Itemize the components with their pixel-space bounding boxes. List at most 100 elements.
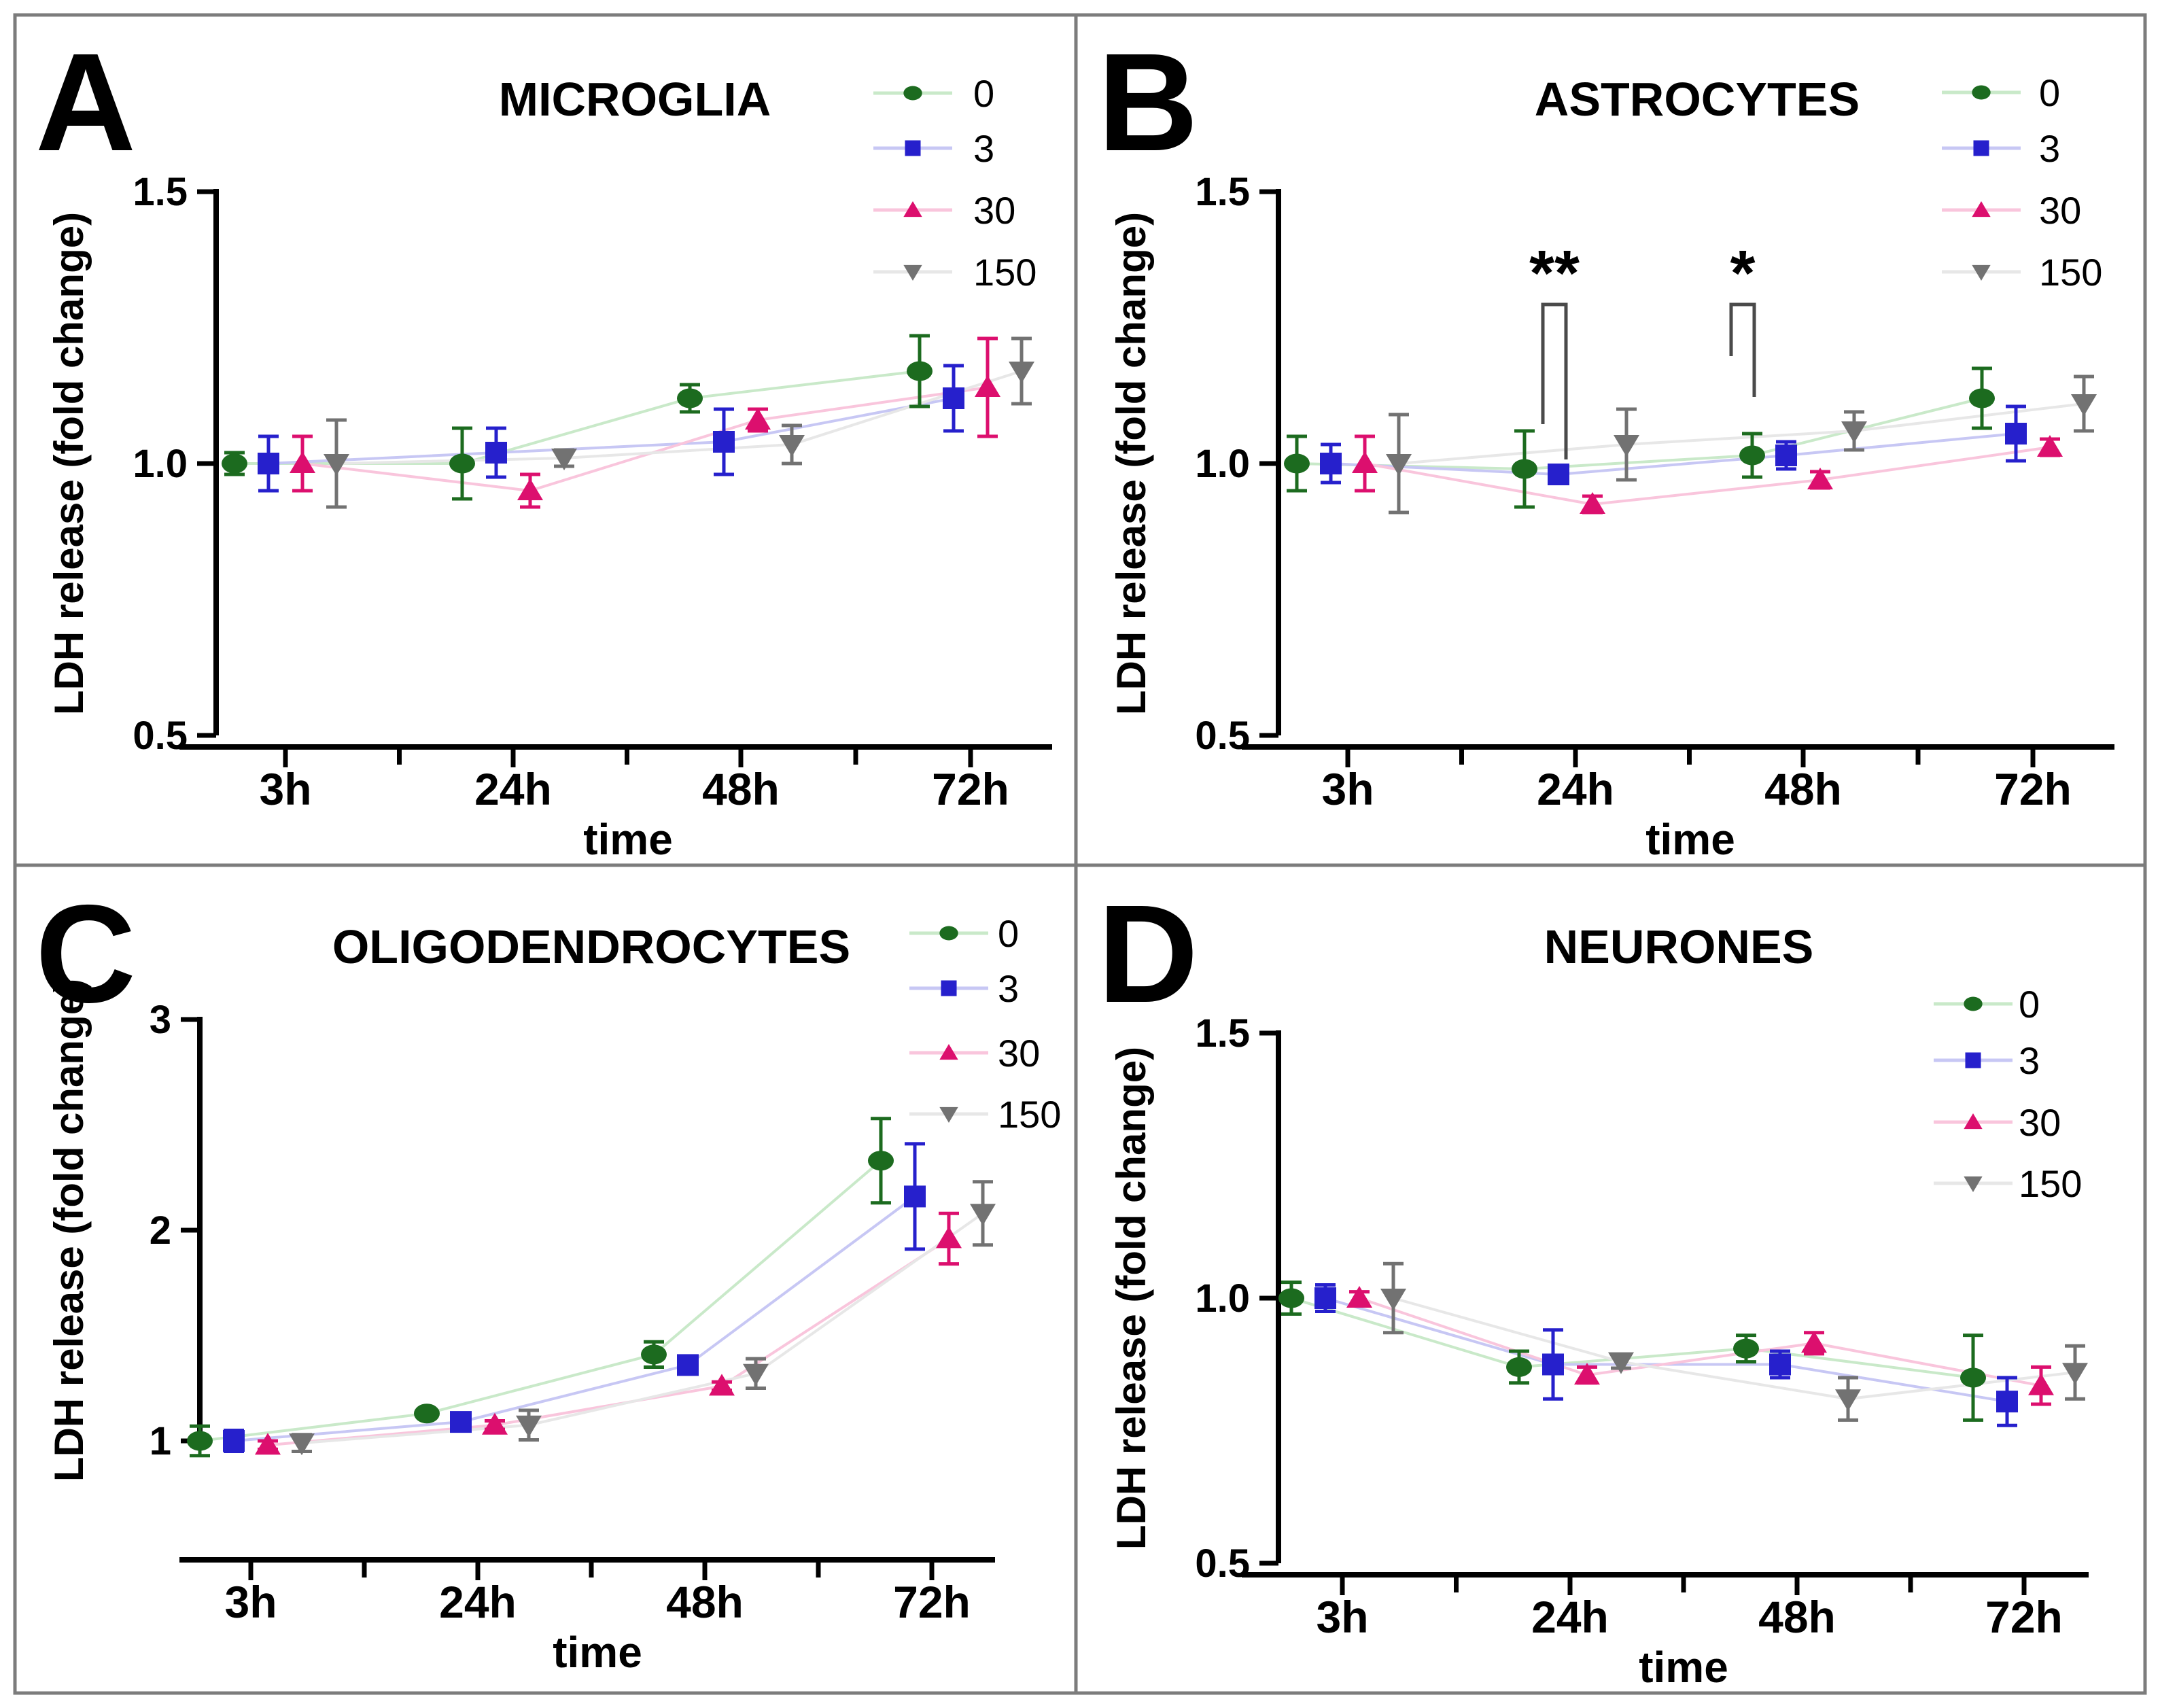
series-line-150: [1393, 1297, 2076, 1401]
panel-letter: B: [1098, 24, 1198, 180]
x-tick-label: 3h: [224, 1577, 277, 1627]
series-line-30: [1364, 446, 2051, 506]
x-tick-label: 48h: [666, 1577, 744, 1627]
data-point-0: [1733, 1338, 1759, 1359]
legend-marker-triangle-up-icon: [903, 201, 922, 217]
panel-title: ASTROCYTES: [1535, 73, 1860, 126]
legend: 0 3 30 150: [909, 912, 1061, 1136]
panel-title: OLIGODENDROCYTES: [332, 920, 850, 973]
data-point-3: [450, 1411, 472, 1433]
legend-marker-circle-icon: [1972, 85, 1991, 100]
data-point-0: [1960, 1367, 1986, 1388]
data-point-30: [936, 1226, 962, 1249]
legend-label: 150: [998, 1093, 1061, 1136]
legend-item-0: 0: [1942, 71, 2060, 114]
legend-marker-triangle-up-icon: [1964, 1113, 1983, 1130]
data-point-3: [485, 442, 507, 464]
legend-item-3: 3: [1934, 1039, 2040, 1082]
data-point-150: [1835, 1389, 1861, 1412]
panel-a: A MICROGLIA 0.5 1.0 1.5 LDH release (fold cha…: [35, 24, 1052, 864]
data-point-150: [743, 1363, 769, 1386]
data-point-3: [1769, 1353, 1791, 1376]
legend-label: 30: [998, 1032, 1040, 1075]
legend: 0 3 30 150: [1934, 983, 2082, 1205]
data-point-3: [2005, 423, 2027, 445]
data-point-0: [1969, 388, 1995, 408]
legend-item-150: 150: [873, 251, 1037, 294]
legend-marker-square-icon: [941, 980, 957, 996]
legend-item-150: 150: [1942, 251, 2102, 294]
data-point-150: [2071, 394, 2097, 416]
series-line-0: [199, 1160, 882, 1442]
data-point-150: [970, 1204, 996, 1226]
data-point-150: [1614, 435, 1639, 457]
y-tick-label: 1.5: [1195, 1011, 1250, 1056]
legend-marker-square-icon: [1965, 1052, 1981, 1068]
data-point-30: [709, 1374, 735, 1396]
x-axis-title: time: [1645, 815, 1735, 864]
series-line-30: [302, 386, 988, 493]
data-point-30: [482, 1412, 508, 1435]
data-point-30: [1352, 451, 1378, 473]
data-point-150: [516, 1415, 542, 1437]
data-point-150: [1386, 454, 1412, 476]
legend-marker-square-icon: [905, 140, 921, 156]
data-point-30: [1801, 1331, 1827, 1353]
legend-marker-circle-icon: [1964, 996, 1983, 1011]
panel-letter: A: [35, 24, 136, 180]
y-tick-label: 1.0: [1195, 1276, 1250, 1321]
data-point-0: [1739, 445, 1765, 466]
data-point-30: [2037, 435, 2063, 457]
y-tick-label: 1.0: [1195, 442, 1250, 486]
data-point-0: [1506, 1357, 1532, 1377]
legend-marker-triangle-up-icon: [939, 1044, 958, 1060]
legend-item-150: 150: [909, 1093, 1061, 1136]
legend-label: 0: [998, 912, 1019, 955]
data-point-3: [258, 453, 279, 474]
data-point-30: [2028, 1373, 2054, 1395]
x-tick-label: 3h: [259, 764, 311, 814]
data-point-150: [324, 454, 349, 476]
data-point-3: [1314, 1287, 1336, 1309]
legend-label: 3: [2039, 127, 2060, 170]
data-point-3: [713, 431, 735, 453]
data-point-30: [975, 375, 1000, 397]
data-point-30: [255, 1433, 281, 1455]
legend-label: 150: [973, 251, 1037, 294]
data-point-150: [1380, 1289, 1406, 1310]
significance-bracket: [1729, 302, 1756, 397]
legend-marker-triangle-up-icon: [1972, 201, 1991, 217]
legend-label: 3: [2019, 1039, 2040, 1082]
data-point-0: [868, 1151, 894, 1171]
panel-title: NEURONES: [1544, 920, 1814, 973]
series-line-30: [267, 1237, 950, 1447]
panel-title: MICROGLIA: [499, 73, 771, 126]
legend-item-0: 0: [909, 912, 1019, 955]
legend-marker-triangle-down-icon: [903, 264, 922, 281]
panel-c: C OLIGODENDROCYTES 1 2 3 LDH release (fold ch…: [35, 876, 1061, 1677]
data-point-0: [1512, 459, 1537, 479]
data-point-150: [1009, 362, 1034, 383]
y-tick-label: 0.5: [133, 714, 188, 758]
panel-b: B ASTROCYTES 0.5 1.0 1.5 LDH release (fold ch…: [1098, 24, 2114, 864]
figure-outer-border: [13, 13, 2147, 1695]
y-axis-title: LDH release (fold change): [46, 979, 92, 1482]
legend: 0 3 30 150: [873, 72, 1037, 294]
data-point-0: [641, 1344, 667, 1365]
y-tick-label: 1: [150, 1419, 171, 1463]
data-point-150: [1841, 421, 1867, 443]
data-point-3: [1996, 1391, 2018, 1413]
y-axis-title: LDH release (fold change): [46, 212, 92, 715]
legend-item-30: 30: [1942, 189, 2081, 232]
data-point-0: [414, 1404, 440, 1424]
legend-label: 3: [998, 967, 1019, 1010]
legend-item-30: 30: [873, 189, 1015, 232]
y-tick-label: 1.5: [1195, 170, 1250, 214]
y-tick-label: 3: [150, 998, 171, 1042]
data-point-3: [223, 1430, 245, 1452]
y-axis-title: LDH release (fold change): [1109, 1047, 1154, 1550]
y-tick-label: 0.5: [1195, 714, 1250, 758]
data-point-150: [779, 435, 805, 457]
data-point-3: [943, 387, 964, 409]
